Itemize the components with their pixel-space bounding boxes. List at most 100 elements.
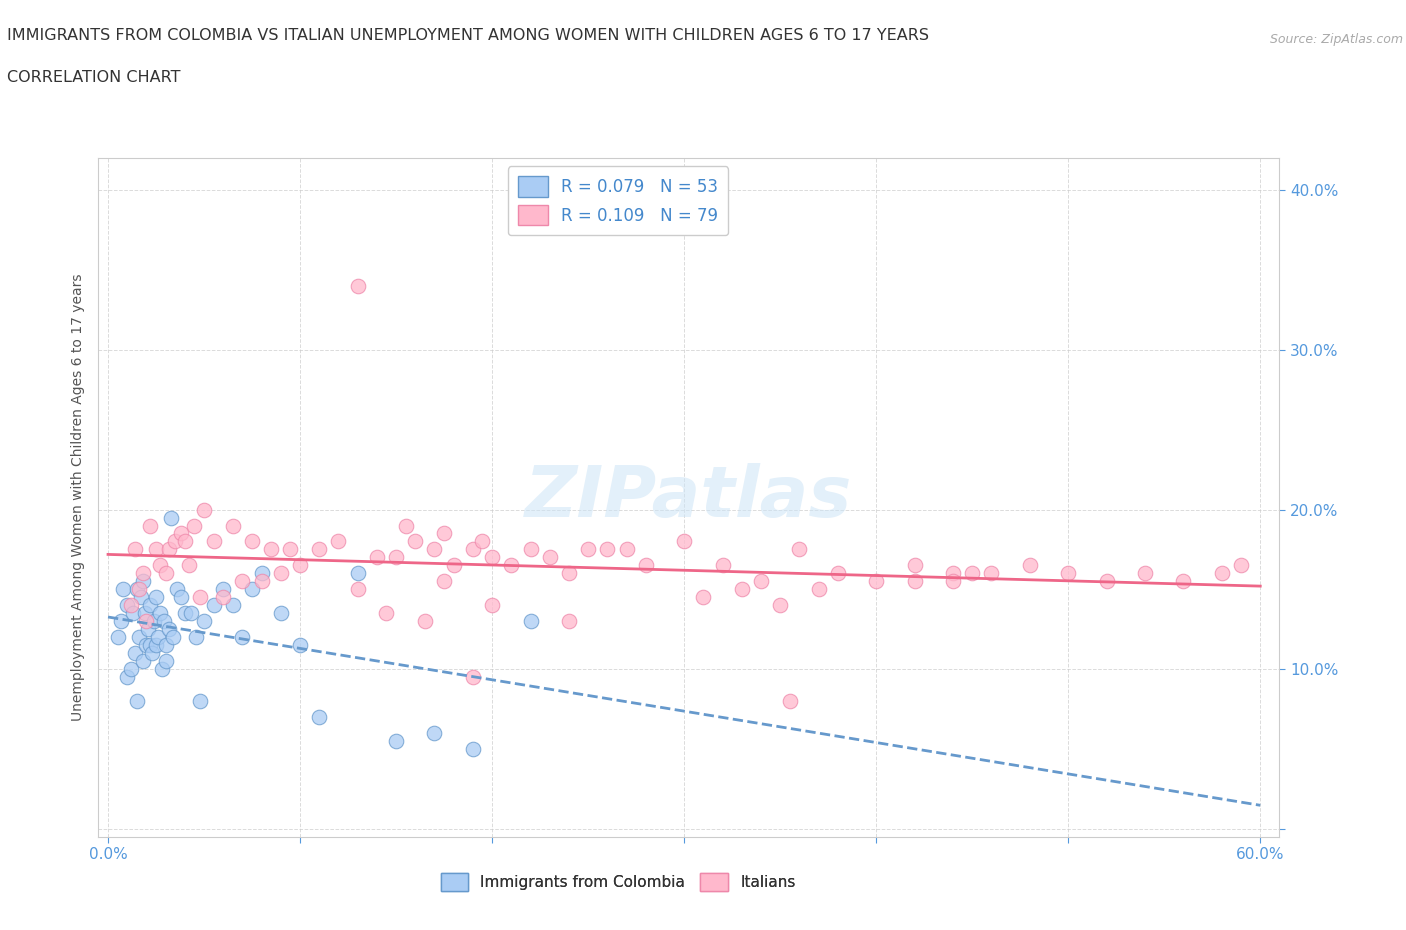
Point: [789, 542, 811, 557]
Point: [942, 574, 965, 589]
Point: [131, 574, 153, 589]
Point: [222, 598, 245, 613]
Point: [188, 590, 211, 604]
Point: [152, 614, 174, 629]
Point: [260, 542, 283, 557]
Point: [288, 558, 311, 573]
Point: [270, 606, 292, 621]
Point: [827, 566, 849, 581]
Point: [222, 518, 245, 533]
Point: [1133, 566, 1156, 581]
Point: [146, 630, 169, 644]
Point: [1230, 558, 1253, 573]
Point: [128, 630, 150, 644]
Point: [240, 534, 263, 549]
Point: [346, 566, 368, 581]
Point: [731, 582, 754, 597]
Point: [404, 534, 426, 549]
Point: [125, 694, 148, 709]
Point: [186, 630, 208, 644]
Point: [139, 638, 162, 653]
Point: [385, 734, 408, 749]
Point: [308, 710, 330, 724]
Point: [212, 590, 235, 604]
Point: [135, 614, 157, 629]
Point: [558, 566, 581, 581]
Point: [240, 582, 263, 597]
Point: [149, 558, 172, 573]
Point: [159, 622, 181, 637]
Text: CORRELATION CHART: CORRELATION CHART: [7, 70, 180, 85]
Point: [122, 606, 145, 621]
Point: [280, 542, 302, 557]
Point: [212, 582, 235, 597]
Point: [1173, 574, 1195, 589]
Point: [443, 558, 465, 573]
Point: [150, 662, 173, 677]
Point: [155, 566, 177, 581]
Point: [170, 590, 193, 604]
Point: [328, 534, 350, 549]
Point: [519, 542, 541, 557]
Point: [413, 614, 436, 629]
Point: [1211, 566, 1233, 581]
Point: [433, 574, 456, 589]
Text: IMMIGRANTS FROM COLOMBIA VS ITALIAN UNEMPLOYMENT AMONG WOMEN WITH CHILDREN AGES : IMMIGRANTS FROM COLOMBIA VS ITALIAN UNEM…: [7, 28, 929, 43]
Point: [131, 566, 153, 581]
Point: [231, 630, 253, 644]
Point: [202, 534, 225, 549]
Point: [183, 518, 205, 533]
Point: [149, 606, 172, 621]
Y-axis label: Unemployment Among Women with Children Ages 6 to 17 years: Unemployment Among Women with Children A…: [70, 273, 84, 722]
Point: [129, 590, 152, 604]
Point: [193, 614, 215, 629]
Point: [346, 278, 368, 293]
Point: [173, 606, 195, 621]
Point: [1018, 558, 1040, 573]
Point: [177, 558, 200, 573]
Point: [155, 638, 177, 653]
Point: [180, 606, 202, 621]
Point: [128, 582, 150, 597]
Point: [115, 598, 138, 613]
Point: [903, 574, 925, 589]
Point: [160, 510, 183, 525]
Point: [461, 670, 484, 684]
Point: [423, 542, 446, 557]
Point: [481, 550, 503, 565]
Point: [1057, 566, 1080, 581]
Point: [112, 582, 135, 597]
Point: [865, 574, 887, 589]
Point: [134, 606, 156, 621]
Point: [125, 582, 148, 597]
Point: [769, 598, 792, 613]
Legend: Immigrants from Colombia, Italians: Immigrants from Colombia, Italians: [434, 867, 801, 897]
Point: [538, 550, 561, 565]
Point: [616, 542, 638, 557]
Point: [173, 534, 195, 549]
Point: [165, 534, 187, 549]
Point: [779, 694, 801, 709]
Point: [980, 566, 1002, 581]
Point: [346, 582, 368, 597]
Point: [461, 742, 484, 757]
Point: [960, 566, 983, 581]
Point: [596, 542, 619, 557]
Point: [519, 614, 541, 629]
Point: [1095, 574, 1118, 589]
Point: [558, 614, 581, 629]
Point: [375, 606, 398, 621]
Point: [145, 542, 167, 557]
Point: [231, 574, 253, 589]
Point: [145, 638, 167, 653]
Point: [159, 542, 181, 557]
Point: [139, 518, 162, 533]
Point: [501, 558, 523, 573]
Point: [193, 502, 215, 517]
Point: [188, 694, 211, 709]
Point: [138, 622, 160, 637]
Point: [145, 590, 167, 604]
Text: Source: ZipAtlas.com: Source: ZipAtlas.com: [1270, 33, 1403, 46]
Point: [903, 558, 925, 573]
Point: [692, 590, 714, 604]
